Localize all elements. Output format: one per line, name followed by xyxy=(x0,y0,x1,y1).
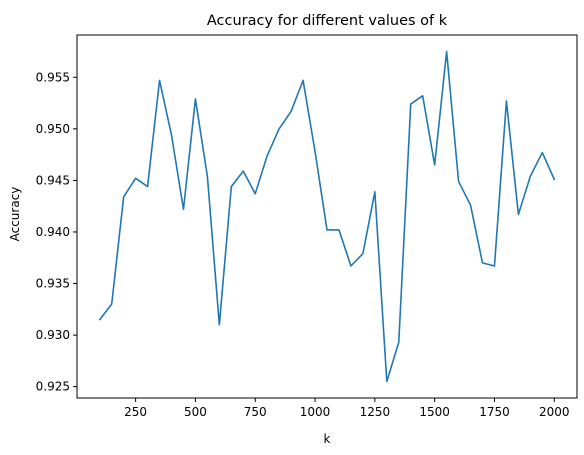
y-tick-label: 0.940 xyxy=(36,225,70,239)
y-tick-label: 0.955 xyxy=(36,70,70,84)
x-tick-label: 1000 xyxy=(300,405,331,419)
x-tick-label: 500 xyxy=(184,405,207,419)
x-tick-label: 750 xyxy=(244,405,267,419)
series-line xyxy=(98,50,556,383)
y-tick-label: 0.945 xyxy=(36,173,70,187)
x-axis: 250 500 750 1000 1250 1500 1750 2000 xyxy=(124,398,570,419)
x-tick-label: 250 xyxy=(124,405,147,419)
chart-title: Accuracy for different values of k xyxy=(207,13,448,29)
x-axis-label: k xyxy=(324,432,331,446)
x-tick-label: 1250 xyxy=(360,405,391,419)
y-axis-label: Accuracy xyxy=(8,187,22,242)
y-tick-label: 0.935 xyxy=(36,277,70,291)
y-axis: 0.925 0.930 0.935 0.940 0.945 0.950 0.955 xyxy=(36,70,77,394)
y-tick-label: 0.930 xyxy=(36,328,70,342)
y-tick-label: 0.925 xyxy=(36,380,70,394)
series-group xyxy=(98,50,556,383)
y-tick-label: 0.950 xyxy=(36,122,70,136)
plot-frame xyxy=(76,34,578,399)
x-tick-label: 1500 xyxy=(419,405,450,419)
plot-area xyxy=(76,34,578,399)
x-tick-label: 2000 xyxy=(539,405,570,419)
x-tick-label: 1750 xyxy=(479,405,510,419)
